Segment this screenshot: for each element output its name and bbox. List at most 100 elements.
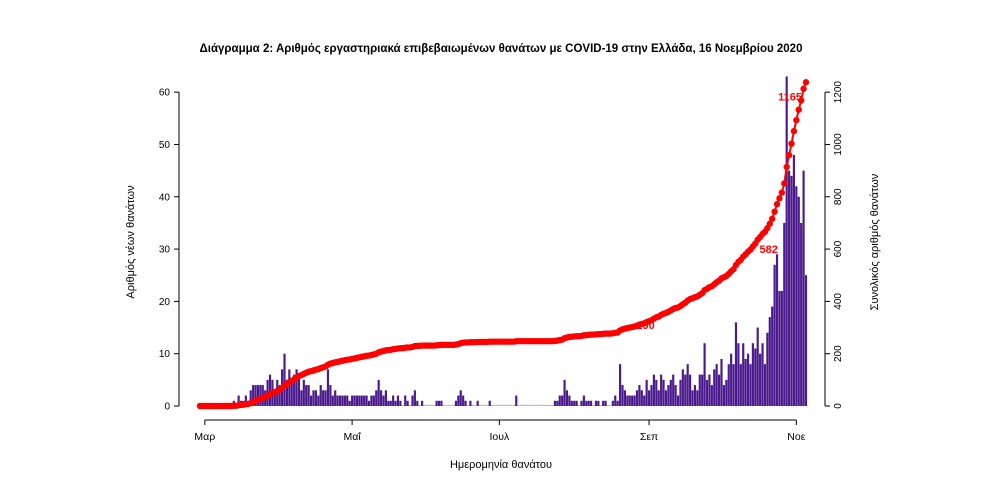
bar [278, 385, 281, 406]
bar [346, 395, 349, 406]
bar [454, 400, 458, 406]
cumulative-point [781, 180, 788, 187]
bar-zero [498, 404, 501, 406]
x-tick-label: Νοε [787, 431, 805, 443]
bar [713, 369, 716, 406]
y-left-tick-label: 60 [159, 88, 171, 99]
bar-zero [450, 404, 453, 406]
bar [676, 395, 680, 406]
bar [244, 395, 247, 406]
bar [703, 343, 706, 406]
cumulative-point [793, 116, 800, 124]
bar [396, 395, 400, 406]
bar-zero [577, 404, 581, 406]
bar [611, 400, 614, 406]
bar [604, 400, 607, 406]
y-left-tick-label: 20 [159, 297, 171, 308]
bar [302, 379, 305, 406]
bar [662, 379, 665, 406]
bar [797, 196, 800, 406]
bar [582, 395, 585, 406]
bar [372, 395, 375, 406]
bar [399, 400, 402, 406]
bar [739, 364, 742, 406]
bar [804, 275, 808, 406]
bar [783, 222, 786, 406]
cumulative-point [800, 85, 807, 92]
bar-zero [466, 404, 470, 406]
y-right-tick-label: 200 [833, 345, 844, 362]
bar-zero [445, 404, 448, 406]
bar-zero [442, 404, 445, 406]
bar [640, 390, 643, 406]
cumulative-point [776, 195, 783, 202]
bar [657, 390, 660, 406]
bar [360, 395, 363, 406]
bar [259, 385, 262, 406]
bar [343, 395, 346, 406]
cumulative-annotation: 290 [636, 320, 654, 332]
bar [515, 395, 518, 406]
cumulative-point [768, 215, 776, 222]
bar [597, 400, 600, 406]
bar [614, 395, 617, 406]
bar-zero [471, 404, 474, 406]
bar [650, 385, 653, 406]
bar [621, 385, 624, 406]
bar [309, 395, 313, 406]
bar [689, 374, 692, 406]
bar [338, 395, 342, 406]
bar [326, 369, 330, 406]
bar [720, 358, 723, 406]
bar [734, 322, 738, 406]
bar [384, 390, 387, 406]
bar [488, 400, 491, 406]
bar [570, 400, 573, 406]
bar [411, 395, 414, 406]
bar [628, 395, 631, 406]
bar [413, 390, 416, 406]
bar [437, 400, 441, 406]
bar [701, 374, 704, 406]
bar [295, 369, 298, 406]
bar [698, 374, 701, 406]
bars-group [198, 76, 808, 406]
bar [476, 400, 479, 406]
x-axis-label: Ημερομηνία θανάτου [450, 459, 552, 471]
bar [737, 343, 740, 406]
bar [421, 400, 424, 406]
y-left-tick-label: 30 [159, 245, 171, 256]
bar-zero [517, 404, 520, 406]
bar [288, 369, 291, 406]
bar [561, 395, 564, 406]
bar [717, 374, 721, 406]
bar [379, 390, 383, 406]
bar [305, 385, 308, 406]
bar [763, 364, 767, 406]
cumulative-line-group [196, 79, 810, 410]
bar [575, 400, 578, 406]
bar [336, 395, 339, 406]
bar [394, 400, 397, 406]
cumulative-point [797, 97, 805, 104]
bar-zero [481, 404, 484, 406]
bar-zero [522, 404, 525, 406]
bar-zero [505, 404, 508, 406]
bar [358, 395, 361, 406]
annotations-group: 1165 582 290 [636, 91, 802, 332]
cumulative-point [766, 220, 773, 227]
bar-zero [428, 404, 431, 406]
bar [377, 379, 380, 406]
chart-title: Διάγραμμα 2: Αριθμός εργαστηριακά επιβεβ… [200, 43, 803, 55]
bar [768, 317, 771, 406]
bar [353, 395, 356, 406]
bar [602, 400, 605, 406]
bar [672, 374, 675, 406]
y-right-tick-label: 0 [833, 403, 844, 409]
bar [314, 390, 317, 406]
cumulative-annotation: 582 [759, 244, 777, 256]
bar-zero [408, 404, 412, 406]
bar [273, 390, 276, 406]
